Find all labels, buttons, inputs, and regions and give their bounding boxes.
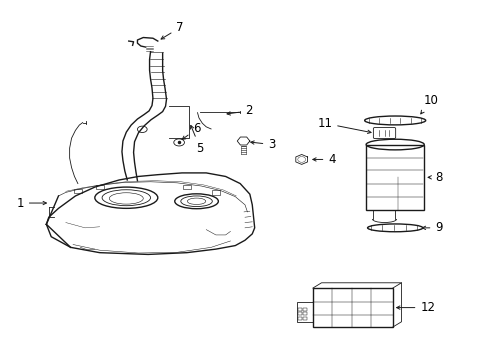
Bar (298, 312, 302, 315)
Bar (212, 190, 220, 194)
Text: 4: 4 (313, 153, 336, 166)
Bar (298, 308, 302, 311)
Text: 7: 7 (161, 21, 184, 39)
Bar (303, 308, 307, 311)
Text: 9: 9 (422, 221, 443, 234)
Text: 3: 3 (251, 138, 276, 151)
Text: 6: 6 (182, 122, 201, 139)
Text: 11: 11 (317, 117, 371, 134)
Bar (96, 185, 103, 189)
Text: 5: 5 (191, 125, 204, 154)
Bar (297, 302, 313, 322)
Bar (303, 317, 307, 320)
Bar (366, 145, 424, 210)
Text: 8: 8 (428, 171, 443, 184)
Bar (298, 317, 302, 320)
Bar (183, 185, 191, 189)
Text: 12: 12 (396, 301, 436, 314)
Text: 2: 2 (227, 104, 252, 117)
Text: 10: 10 (421, 94, 438, 114)
Text: 1: 1 (16, 197, 47, 210)
Bar (313, 288, 393, 327)
Bar (303, 312, 307, 315)
Bar (74, 189, 82, 193)
